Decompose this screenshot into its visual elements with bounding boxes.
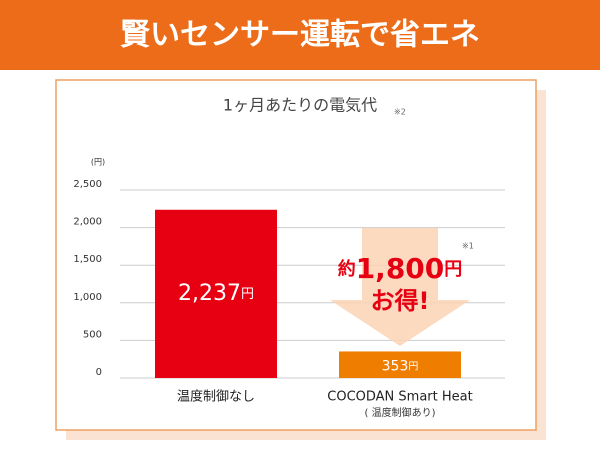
x-tick-sublabel: ( 温度制御あり) (365, 406, 436, 419)
savings-note: ※1 (462, 242, 474, 251)
y-tick-label: 500 (83, 329, 102, 340)
savings-prefix: 約 (338, 258, 356, 280)
y-tick-label: 2,500 (73, 179, 102, 190)
value-unit: 円 (408, 362, 418, 373)
y-tick-label: 0 (96, 367, 102, 378)
value-unit: 円 (241, 286, 254, 301)
y-tick-label: 1,500 (73, 254, 102, 265)
savings-amount: 1,800 (356, 252, 445, 285)
savings-unit: 円 (444, 259, 462, 280)
header-band (0, 0, 600, 70)
header-title: 賢いセンサー運転で省エネ (120, 18, 480, 53)
y-tick-label: 2,000 (73, 217, 102, 228)
bar (155, 209, 277, 378)
savings-line-1: 約1,800円 (338, 252, 463, 285)
value-number: 353 (382, 359, 409, 375)
bar (339, 351, 461, 378)
savings-suffix: お得! (371, 287, 430, 315)
y-tick-label: 1,000 (73, 292, 102, 303)
value-label: 2,237円 (178, 281, 254, 306)
y-axis-label: (円) (91, 158, 105, 167)
savings-arrow (330, 228, 470, 346)
value-label: 353円 (382, 359, 419, 375)
x-tick-label: COCODAN Smart Heat (327, 390, 472, 405)
chart-title: 1ヶ月あたりの電気代 (223, 96, 377, 115)
value-number: 2,237 (178, 281, 241, 306)
title-note: ※2 (394, 108, 406, 117)
x-tick-label: 温度制御なし (177, 389, 255, 405)
